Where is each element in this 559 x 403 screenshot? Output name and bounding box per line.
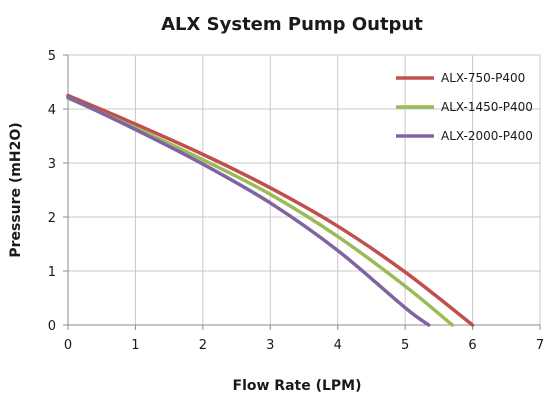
x-tick-label: 0 bbox=[64, 338, 72, 353]
x-axis-label: Flow Rate (LPM) bbox=[233, 378, 362, 394]
legend-label: ALX-1450-P400 bbox=[441, 100, 533, 114]
y-tick-label: 1 bbox=[48, 265, 56, 280]
series-line-3 bbox=[66, 95, 431, 327]
legend-label: ALX-750-P400 bbox=[441, 71, 525, 85]
tick-labels: 0 1 2 3 4 5 6 7 0 1 2 3 4 5 bbox=[48, 49, 544, 353]
series-lines bbox=[66, 93, 475, 327]
x-tick-label: 1 bbox=[131, 338, 139, 353]
y-tick-label: 2 bbox=[48, 211, 56, 226]
x-tick-label: 4 bbox=[334, 338, 342, 353]
y-tick-label: 3 bbox=[48, 157, 56, 172]
y-tick-label: 5 bbox=[48, 49, 56, 64]
legend: ALX-750-P400 ALX-1450-P400 ALX-2000-P400 bbox=[396, 71, 533, 143]
x-tick-label: 2 bbox=[199, 338, 207, 353]
axes bbox=[63, 54, 541, 330]
y-tick-label: 4 bbox=[48, 103, 56, 118]
legend-label: ALX-2000-P400 bbox=[441, 129, 533, 143]
x-tick-label: 6 bbox=[468, 338, 476, 353]
series-line-2 bbox=[66, 96, 455, 327]
y-axis-label: Pressure (mH2O) bbox=[8, 122, 24, 257]
x-tick-label: 3 bbox=[266, 338, 274, 353]
y-tick-label: 0 bbox=[48, 319, 56, 334]
x-tick-label: 7 bbox=[536, 338, 544, 353]
chart-title: ALX System Pump Output bbox=[161, 14, 423, 35]
x-tick-label: 5 bbox=[401, 338, 409, 353]
grid bbox=[68, 54, 541, 325]
series-line-1 bbox=[66, 93, 475, 327]
